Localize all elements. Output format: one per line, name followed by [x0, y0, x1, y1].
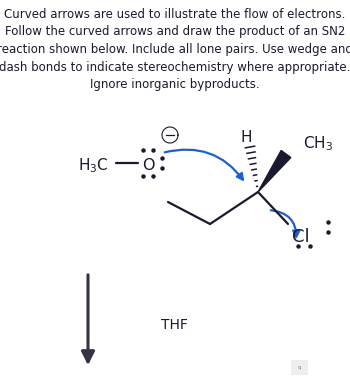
Text: O: O	[142, 159, 154, 173]
Text: CH$_3$: CH$_3$	[303, 135, 333, 153]
Text: H: H	[240, 130, 252, 144]
Text: H$_3$C: H$_3$C	[78, 157, 108, 175]
FancyArrowPatch shape	[165, 150, 243, 180]
FancyArrowPatch shape	[271, 210, 299, 237]
FancyBboxPatch shape	[290, 359, 309, 376]
Text: q: q	[298, 365, 301, 370]
Polygon shape	[258, 151, 291, 192]
Text: Cl: Cl	[292, 228, 310, 246]
Text: Curved arrows are used to illustrate the flow of electrons.
Follow the curved ar: Curved arrows are used to illustrate the…	[0, 8, 350, 91]
Text: THF: THF	[161, 318, 188, 332]
